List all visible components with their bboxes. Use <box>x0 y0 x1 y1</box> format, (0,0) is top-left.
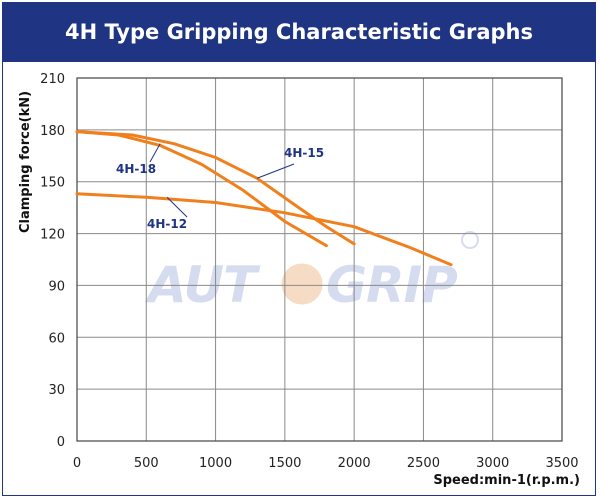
x-tick-label: 3000 <box>476 456 509 471</box>
plot-area-border <box>76 77 563 442</box>
series-line-4h-15 <box>75 130 356 246</box>
series-label-4h-18: 4H-18 <box>116 162 156 176</box>
grid <box>76 77 563 442</box>
series-label-4h-15: 4H-15 <box>284 146 324 160</box>
y-tick-label: 0 <box>57 435 65 450</box>
series-leader-line <box>256 163 295 179</box>
series-lines <box>75 130 453 267</box>
registered-mark-icon <box>461 231 479 249</box>
title-banner: 4H Type Gripping Characteristic Graphs <box>2 2 596 62</box>
series-label-4h-12: 4H-12 <box>147 217 187 231</box>
y-tick-label: 120 <box>40 228 65 243</box>
series-labels: 4H-18 4H-15 4H-12 <box>116 143 324 231</box>
watermark: AUT GRIP <box>144 231 479 314</box>
x-tick-label: 1500 <box>268 456 301 471</box>
y-tick-label: 210 <box>40 72 65 87</box>
x-tick-label: 2000 <box>338 456 371 471</box>
series-leader-line <box>149 143 161 163</box>
series-line-4h-12 <box>75 192 453 267</box>
y-axis-label: Clamping force(kN) <box>18 91 33 233</box>
tick-labels: 0 500 1000 1500 2000 2500 3000 3500 0 30 60 90 120 15… <box>40 72 578 471</box>
x-tick-label: 3500 <box>545 456 578 471</box>
x-axis-label: Speed:min-1(r.p.m.) <box>433 473 580 488</box>
y-tick-label: 60 <box>48 331 65 346</box>
y-tick-label: 90 <box>48 279 65 294</box>
x-tick-label: 0 <box>73 456 81 471</box>
x-tick-label: 1000 <box>199 456 232 471</box>
chart-title: 4H Type Gripping Characteristic Graphs <box>64 20 534 44</box>
y-tick-label: 150 <box>40 176 65 191</box>
y-tick-label: 30 <box>48 383 65 398</box>
x-tick-label: 2500 <box>407 456 440 471</box>
y-tick-label: 180 <box>40 124 65 139</box>
series-leader-line <box>166 196 188 218</box>
watermark-o-ring <box>281 263 323 305</box>
x-tick-label: 500 <box>134 456 159 471</box>
